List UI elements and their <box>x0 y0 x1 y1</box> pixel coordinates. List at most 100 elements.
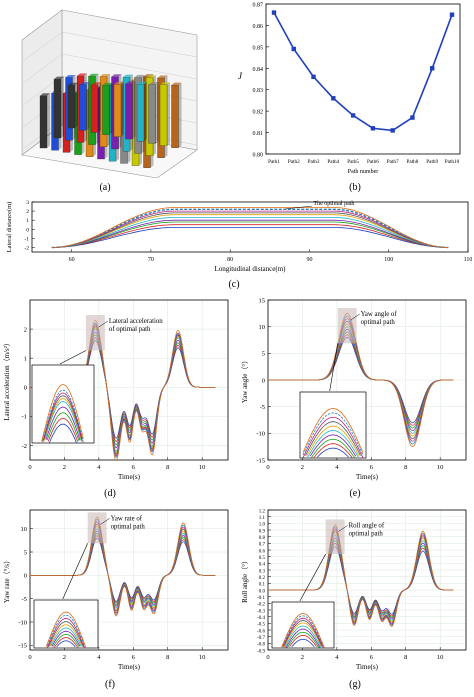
x-tick-label: 0 <box>28 654 31 661</box>
x-axis-label: Path number <box>348 169 379 175</box>
inset-series-line <box>48 621 84 648</box>
annotation-text: optimal path <box>111 523 146 530</box>
caption-f: (f) <box>105 679 115 690</box>
inset-series-line <box>302 416 364 458</box>
inset-series-line <box>49 624 83 647</box>
caption-g: (g) <box>349 679 361 690</box>
path-series <box>51 227 449 248</box>
inset-series-line <box>52 633 80 647</box>
data-point <box>370 126 376 131</box>
x-axis-label: Time(s) <box>118 663 141 671</box>
x-tick-label: 8 <box>166 654 169 661</box>
path-series <box>51 212 449 248</box>
x-tick-label: 60 <box>69 257 75 263</box>
zoom-arrow <box>299 553 326 602</box>
y-tick-label: 10 <box>21 526 28 533</box>
data-point <box>410 115 415 120</box>
y-tick-label: -1 <box>24 236 29 242</box>
y-axis-label: Yaw rate（°/s） <box>3 557 11 603</box>
bar-top <box>123 74 133 78</box>
y-tick-label: -15 <box>18 643 27 650</box>
annotation-text: of optimal path <box>109 326 151 333</box>
inset-series-line <box>302 408 364 453</box>
y-tick-label: 0 <box>26 227 29 233</box>
chart-e-yaw-angle: -15 -10 -5 0 5 10 15 0 2 4 6 8 10 Yaw angle ofoptimal… <box>241 297 467 481</box>
y-tick-label: -2 <box>22 443 27 450</box>
bar <box>53 78 62 139</box>
bar-side <box>178 82 182 148</box>
bar-side <box>132 81 136 139</box>
y-tick-label: 0.0 <box>259 589 266 594</box>
bar-side <box>75 82 78 128</box>
annotation-pointer <box>338 525 348 532</box>
bar-side <box>61 76 64 138</box>
bar-top <box>88 73 99 77</box>
bar-top <box>114 82 124 85</box>
annotation-text: optimal path <box>361 319 396 326</box>
caption-e: (e) <box>349 488 361 499</box>
y-tick-label: 0.85 <box>253 45 264 51</box>
x-tick-label: 2 <box>301 654 304 661</box>
inset-series-line <box>44 401 82 441</box>
zoom-arrow <box>59 350 87 365</box>
annotation-text: Yaw rate of <box>111 515 143 522</box>
bar-side <box>121 82 124 137</box>
x-tick-label: 2 <box>63 464 66 471</box>
grid-line <box>21 53 63 85</box>
bar-side <box>109 82 113 135</box>
y-axis-label: Lateral distance(m) <box>6 202 13 253</box>
inset-series-line <box>284 625 322 648</box>
inset-series-line <box>43 395 83 442</box>
x-tick-label: 2 <box>63 654 66 661</box>
annotation-pointer <box>350 313 360 321</box>
annotation-optimal-path: The optimal path <box>313 201 354 207</box>
bar <box>39 95 48 149</box>
inset-series-line <box>47 417 79 442</box>
bar-top <box>146 75 156 78</box>
y-tick-label: 0.80 <box>253 153 264 159</box>
y-tick-label: 0.4 <box>259 563 266 568</box>
x-axis-label: Time(s) <box>356 663 379 671</box>
inset-series-line <box>47 617 85 649</box>
bar-top <box>68 82 78 86</box>
x-tick-label: 10 <box>437 464 444 471</box>
bar-top <box>100 74 110 77</box>
path-series <box>51 214 449 248</box>
x-tick-label: Path8 <box>407 159 419 165</box>
zoom-arrow <box>62 543 88 600</box>
y-tick-label: -0.9 <box>257 649 265 654</box>
y-tick-label: -0.3 <box>257 609 265 614</box>
x-tick-label: 4 <box>335 654 339 661</box>
bar-side <box>86 82 90 131</box>
grid-line <box>21 31 63 63</box>
bar-top <box>102 82 113 86</box>
y-tick-label: 0.9 <box>259 529 266 534</box>
path-series <box>51 219 449 248</box>
inset-series-line <box>309 434 357 457</box>
y-tick-label: -0.4 <box>257 616 265 621</box>
y-tick-label: 1.0 <box>259 523 266 528</box>
x-tick-label: Path10 <box>445 159 460 165</box>
y-axis-label: Yaw angle（°） <box>241 357 249 403</box>
bar-top <box>148 82 159 85</box>
y-tick-label: 0.5 <box>259 556 266 561</box>
data-point <box>331 96 336 101</box>
data-point <box>390 128 395 133</box>
x-tick-label: Path5 <box>347 159 359 165</box>
y-tick-label: 2 <box>24 326 27 333</box>
x-tick-label: Path4 <box>327 159 339 165</box>
x-tick-label: 4 <box>335 464 339 471</box>
inset-series-line <box>45 611 87 648</box>
inset-series-line <box>311 438 355 458</box>
inset-series-line <box>45 406 81 441</box>
y-tick-label: 0 <box>24 385 27 392</box>
annotation-text: optimal path <box>349 530 384 537</box>
inset-series-line <box>50 627 82 647</box>
inset-series-line <box>283 620 323 647</box>
y-tick-label: 3 <box>26 200 29 206</box>
inset-series-line <box>42 389 84 443</box>
x-tick-label: Path9 <box>426 159 438 165</box>
bar-top <box>171 82 182 86</box>
x-tick-label: 0 <box>266 464 269 471</box>
inset-series-line <box>313 443 353 459</box>
